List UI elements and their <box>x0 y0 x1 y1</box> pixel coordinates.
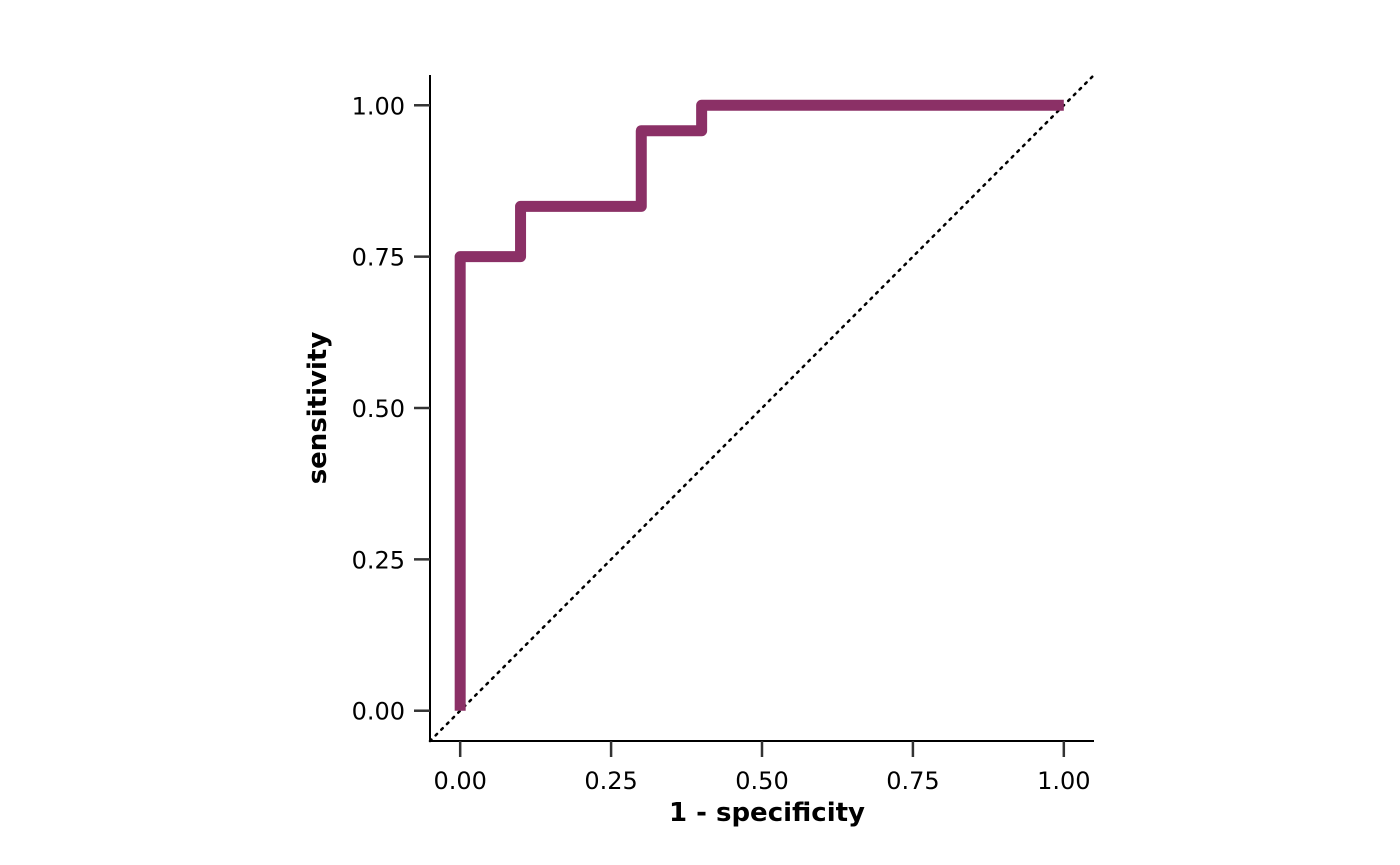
roc-curve-series-0 <box>454 99 1064 711</box>
reference-diagonal-line <box>428 73 1096 743</box>
x-tick-label: 0.50 <box>735 767 788 795</box>
y-tick-label: 0.75 <box>352 244 405 272</box>
x-tick-label: 0.75 <box>886 767 939 795</box>
y-tick-label: 0.25 <box>352 546 405 574</box>
x-tick-label: 0.25 <box>584 767 637 795</box>
x-tick-label: 1.00 <box>1037 767 1090 795</box>
y-tick-label: 1.00 <box>352 92 405 120</box>
y-tick-label: 0.50 <box>352 395 405 423</box>
x-axis-title: 1 - specificity <box>669 798 865 828</box>
x-tick-label: 0.00 <box>433 767 486 795</box>
y-axis-title: sensitivity <box>303 332 333 485</box>
y-tick-label: 0.00 <box>352 698 405 726</box>
